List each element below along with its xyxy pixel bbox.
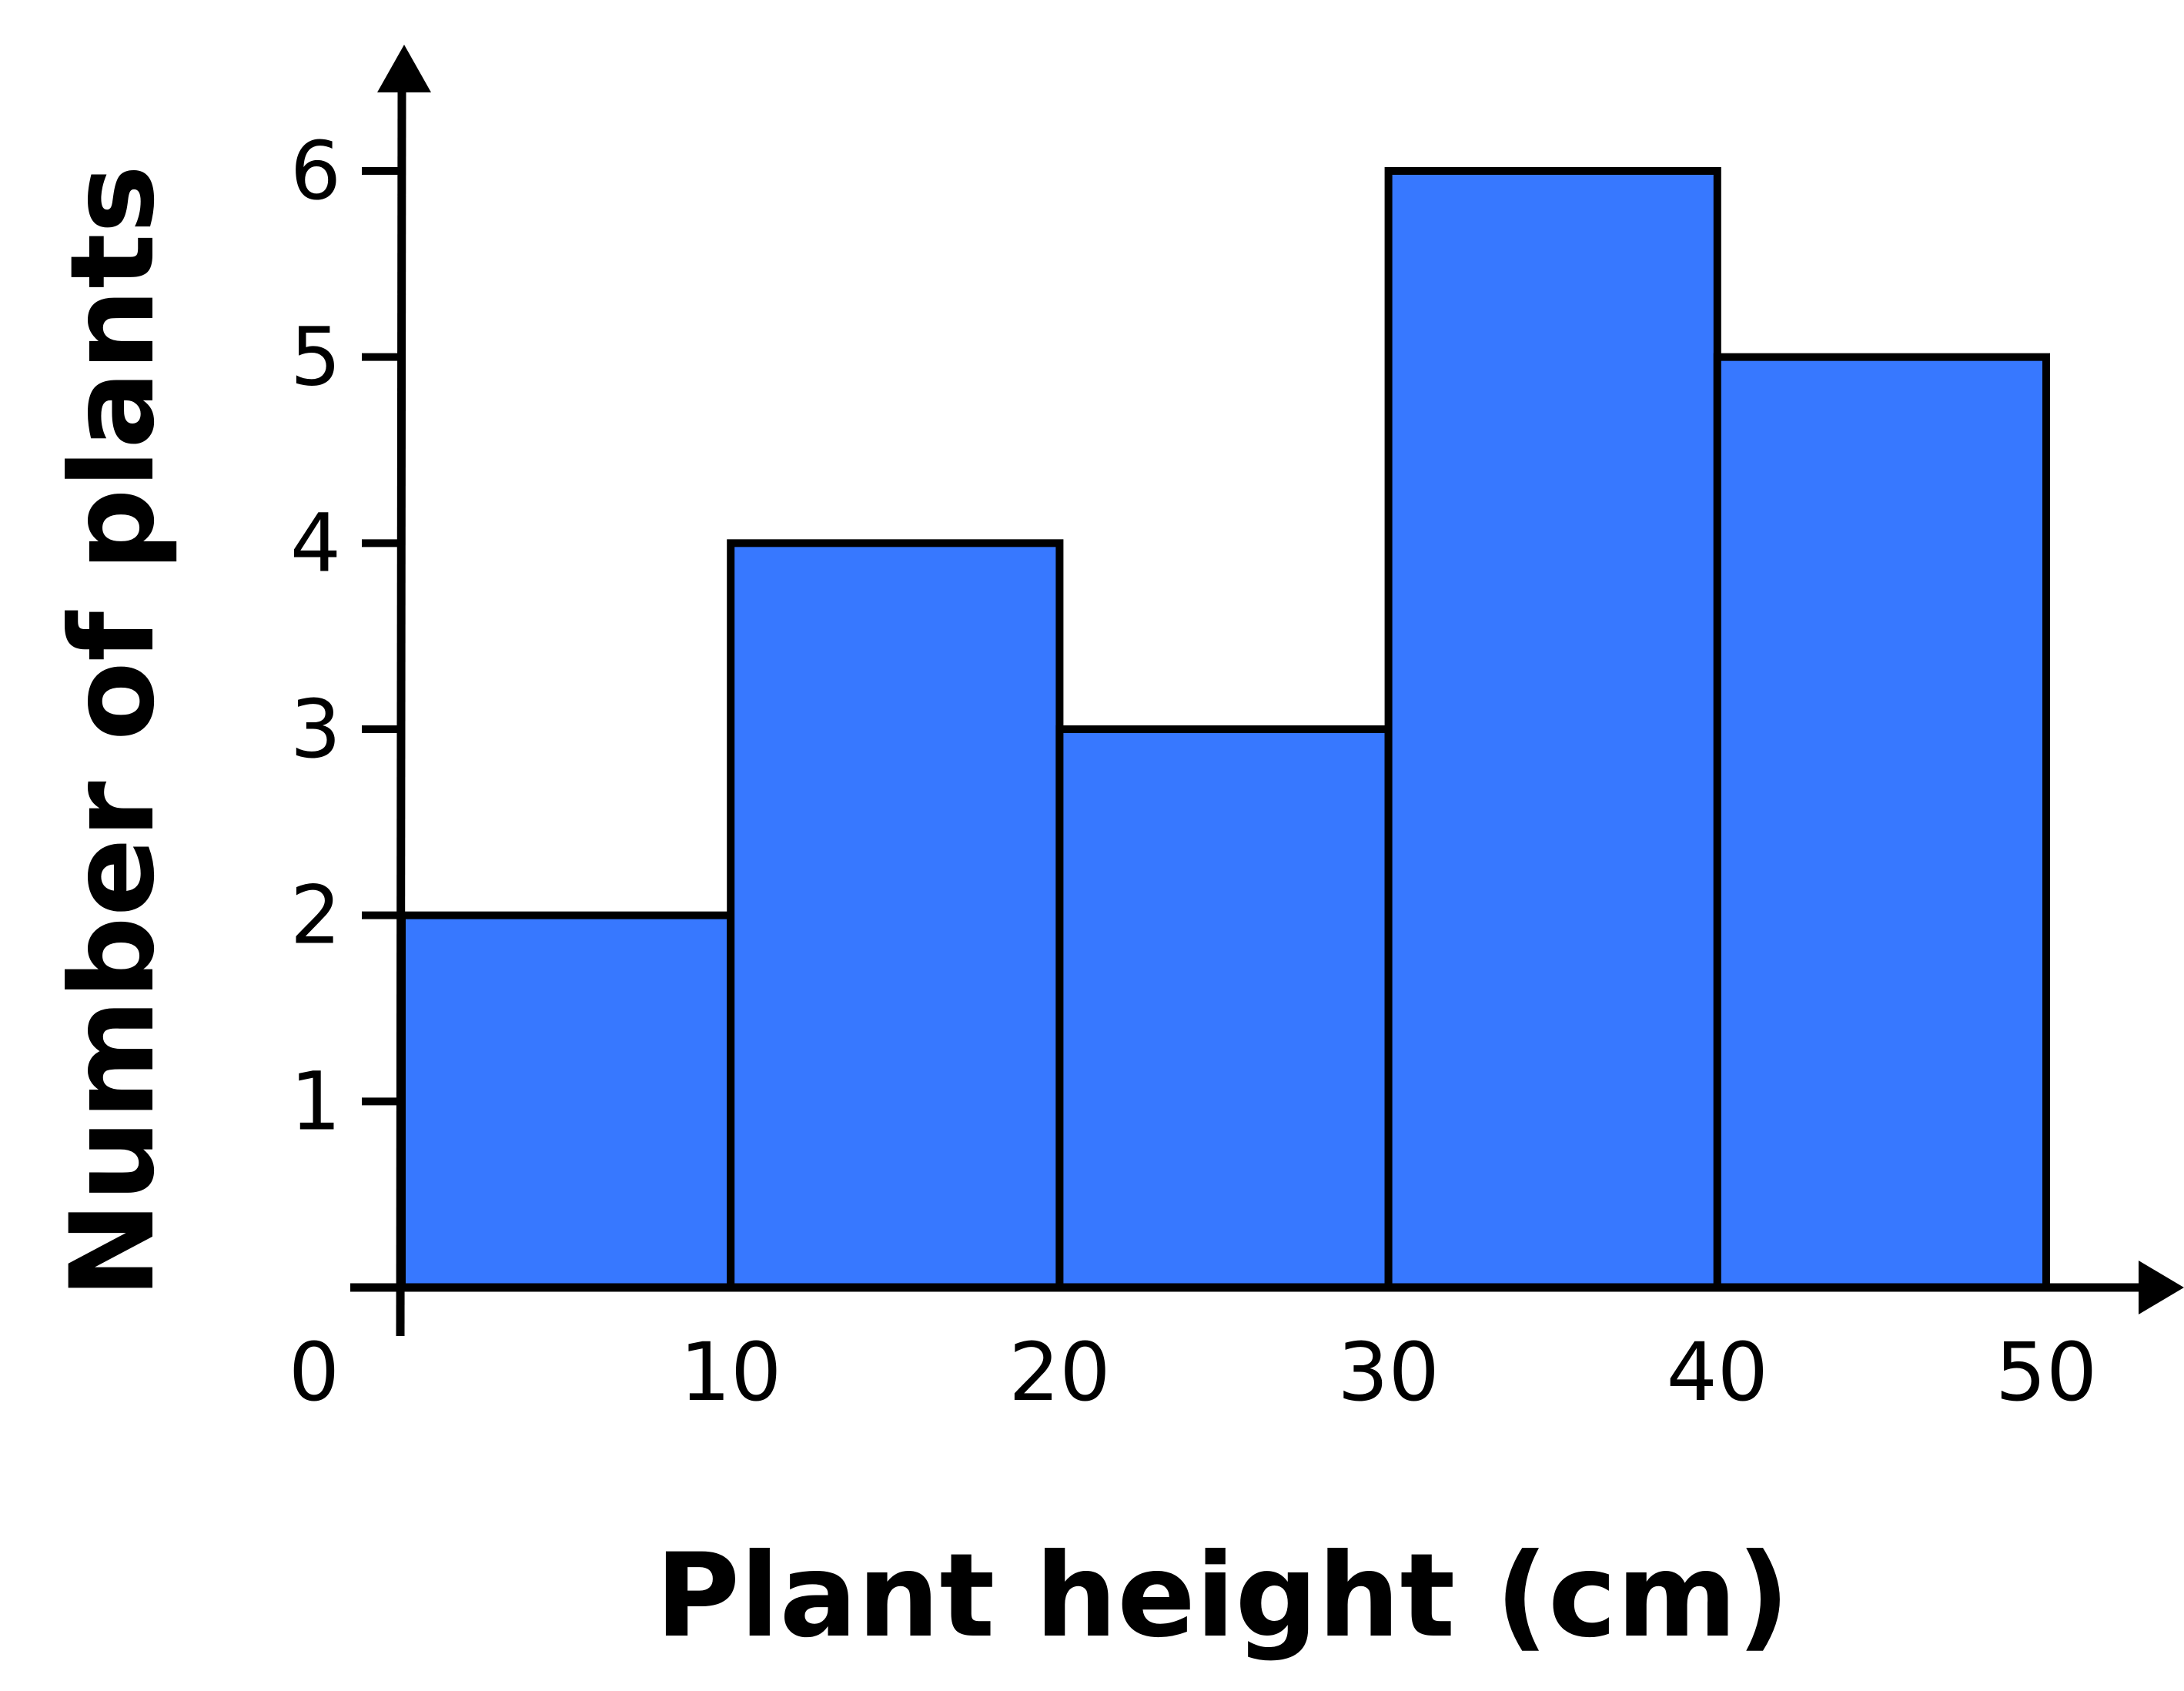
x-tick-label-40: 40 <box>1667 1325 1768 1419</box>
y-tick-label-1: 1 <box>290 1054 341 1148</box>
bar-30-40 <box>1384 167 1721 1291</box>
bar-10-20 <box>727 539 1064 1291</box>
y-axis-title: Number of plants <box>46 165 180 1298</box>
x-tick-label-30: 30 <box>1337 1325 1439 1419</box>
y-tick-label-6: 6 <box>290 124 341 218</box>
bars-group <box>398 167 2051 1292</box>
x-axis-title: Plant height (cm) <box>655 1529 1790 1663</box>
bar-40-50 <box>1713 353 2051 1292</box>
y-axis-arrow <box>377 45 431 92</box>
x-tick-label-10: 10 <box>680 1325 781 1419</box>
y-tick-label-4: 4 <box>290 496 341 590</box>
axes-group <box>350 45 2184 1337</box>
x-tick-label-20: 20 <box>1008 1325 1110 1419</box>
x-axis-arrow <box>2139 1261 2184 1314</box>
bar-0-10 <box>398 911 735 1291</box>
x-tick-label-50: 50 <box>1995 1325 2097 1419</box>
y-tick-label-2: 2 <box>290 869 341 963</box>
bar-20-30 <box>1055 725 1393 1291</box>
x-tick-label-0: 0 <box>289 1325 339 1419</box>
y-tick-label-3: 3 <box>290 682 341 776</box>
y-ticks-group: 1 2 3 4 5 6 <box>290 124 402 1148</box>
y-tick-label-5: 5 <box>290 310 341 404</box>
y-axis-line <box>396 90 406 1337</box>
x-ticks-group: 0 10 20 30 40 50 <box>289 1325 2097 1419</box>
